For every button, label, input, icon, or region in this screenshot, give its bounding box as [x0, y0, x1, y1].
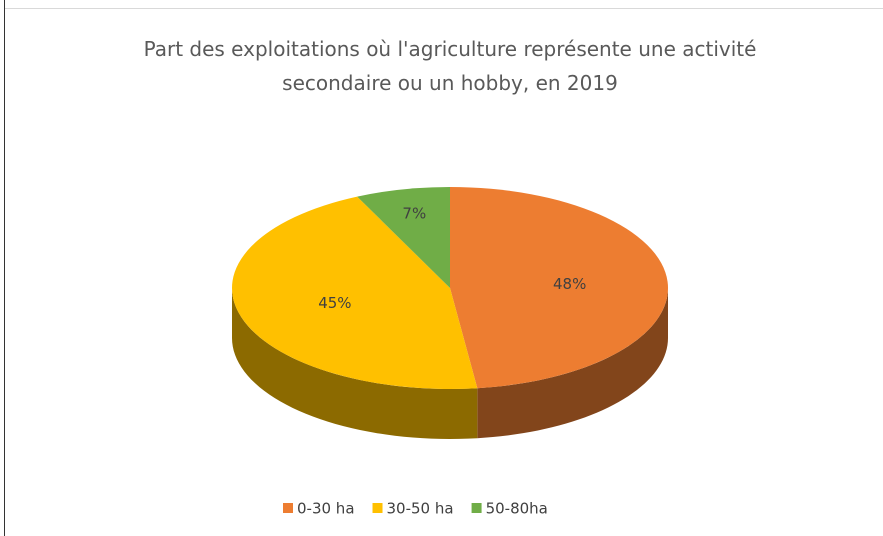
pie-slice — [232, 196, 478, 389]
legend-label: 50-80ha — [486, 500, 548, 518]
legend-swatch — [471, 503, 482, 513]
legend-swatch — [283, 503, 293, 513]
data-label: 45% — [318, 294, 351, 312]
legend-label: 0-30 ha — [297, 500, 355, 518]
slice-side — [232, 288, 478, 439]
data-label: 7% — [402, 205, 426, 223]
pie-slice — [357, 187, 450, 288]
slice-side — [477, 288, 668, 439]
pie-slice — [450, 187, 668, 389]
legend-label: 30-50 ha — [387, 500, 454, 518]
legend-swatch — [372, 503, 383, 513]
chart-title: Part des exploitations où l'agriculture … — [143, 37, 757, 95]
data-label: 48% — [553, 275, 586, 293]
